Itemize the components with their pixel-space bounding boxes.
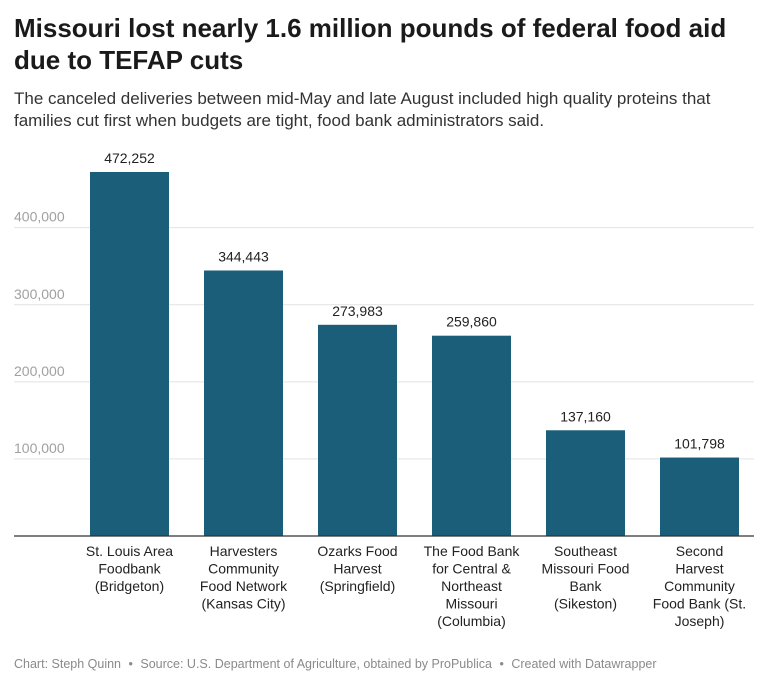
bar-value-label: 344,443: [218, 248, 269, 264]
bar-chart: 100,000 200,000 300,000 400,000 472,252 St. L…: [14, 150, 754, 629]
x-category-label-line: Food Network: [200, 578, 288, 594]
bar: [318, 324, 397, 536]
bar: [432, 335, 511, 536]
bar: [204, 270, 283, 536]
footer-separator: •: [499, 657, 504, 671]
x-category-label-line: Community: [664, 578, 735, 594]
chart-subtitle: The canceled deliveries between mid-May …: [14, 89, 711, 130]
y-tick-label: 200,000: [14, 363, 65, 379]
x-category-label-line: (Columbia): [437, 613, 505, 629]
chart-footer: Chart: Steph Quinn • Source: U.S. Depart…: [14, 657, 657, 671]
x-category-label-line: Missouri: [445, 596, 497, 612]
footer-source: Source: U.S. Department of Agriculture, …: [140, 657, 492, 671]
x-category-label-line: Harvesters: [210, 543, 278, 559]
bar: [90, 171, 169, 536]
x-category-label-line: Ozarks Food: [317, 543, 397, 559]
x-category-label: Southeast Missouri Food Bank (Sikeston): [542, 543, 630, 612]
x-category-label: Ozarks Food Harvest (Springfield): [317, 543, 397, 594]
y-tick-label: 400,000: [14, 209, 65, 225]
x-category-label-line: The Food Bank: [424, 543, 521, 559]
bar-value-label: 259,860: [446, 314, 497, 330]
x-category-label: The Food Bank for Central & Northeast Misso…: [424, 543, 521, 629]
x-category-label-line: Second: [676, 543, 723, 559]
bar-value-label: 472,252: [104, 150, 155, 166]
bar-value-label: 101,798: [674, 436, 725, 452]
x-category-label-line: Community: [208, 561, 279, 577]
footer-separator: •: [128, 657, 133, 671]
x-category-label: St. Louis Area Foodbank (Bridgeton): [86, 543, 173, 594]
x-category-label-line: for Central &: [432, 561, 511, 577]
x-category-label-line: (Sikeston): [554, 596, 617, 612]
x-category-label-line: (Kansas City): [201, 596, 285, 612]
x-category-label-line: Harvest: [675, 561, 723, 577]
x-category-label-line: Northeast: [441, 578, 502, 594]
x-category-label-line: Joseph): [675, 613, 725, 629]
x-category-label-line: (Bridgeton): [95, 578, 164, 594]
bar-value-label: 137,160: [560, 408, 611, 424]
x-category-label-line: (Springfield): [320, 578, 395, 594]
x-category-label: Harvesters Community Food Network (Kansas C…: [200, 543, 288, 612]
x-category-label-line: Bank: [570, 578, 603, 594]
bar: [660, 457, 739, 536]
x-category-label-line: Foodbank: [98, 561, 161, 577]
x-category-label: Second Harvest Community Food Bank (St. Jose…: [653, 543, 746, 629]
x-category-label-line: Food Bank (St.: [653, 596, 746, 612]
y-tick-label: 300,000: [14, 286, 65, 302]
y-tick-label: 100,000: [14, 440, 65, 456]
footer-credit: Chart: Steph Quinn: [14, 657, 122, 671]
x-category-label-line: Southeast: [554, 543, 617, 559]
bar-value-label: 273,983: [332, 303, 383, 319]
chart-title: Missouri lost nearly 1.6 million pounds …: [14, 13, 727, 75]
x-category-label-line: St. Louis Area: [86, 543, 173, 559]
footer-created-with: Created with Datawrapper: [511, 657, 657, 671]
x-category-label-line: Missouri Food: [542, 561, 630, 577]
bar: [546, 430, 625, 536]
x-category-label-line: Harvest: [333, 561, 381, 577]
